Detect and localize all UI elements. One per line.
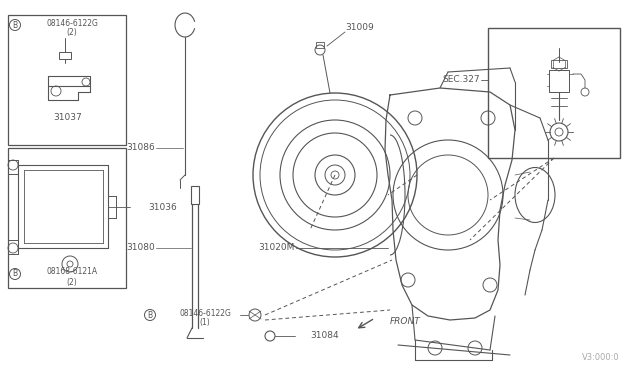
Text: 08168-6121A: 08168-6121A [47, 267, 97, 276]
Bar [191, 186, 199, 204]
Bar [551, 60, 567, 68]
Text: (1): (1) [200, 318, 211, 327]
Text: SEC.327: SEC.327 [442, 76, 480, 84]
Text: 31084: 31084 [310, 331, 339, 340]
Text: B: B [147, 311, 152, 320]
Text: 31020M: 31020M [259, 244, 295, 253]
Bar [8, 15, 126, 145]
Bar [549, 70, 569, 92]
Text: FRONT: FRONT [390, 317, 420, 327]
Text: B: B [12, 269, 17, 279]
Text: B: B [12, 20, 17, 29]
Text: 31036: 31036 [148, 202, 177, 212]
Text: 31080: 31080 [126, 244, 155, 253]
Text: V3:000:0: V3:000:0 [582, 353, 620, 362]
Text: (2): (2) [67, 29, 77, 38]
Text: 31037: 31037 [54, 112, 83, 122]
Text: 08146-6122G: 08146-6122G [46, 19, 98, 28]
Bar [8, 148, 126, 288]
Text: 31086: 31086 [126, 144, 155, 153]
Bar [59, 52, 71, 59]
Text: 31009: 31009 [345, 23, 374, 32]
Bar [488, 28, 620, 158]
Text: 08146-6122G: 08146-6122G [179, 308, 231, 317]
Bar [316, 42, 324, 48]
Text: (2): (2) [67, 278, 77, 286]
